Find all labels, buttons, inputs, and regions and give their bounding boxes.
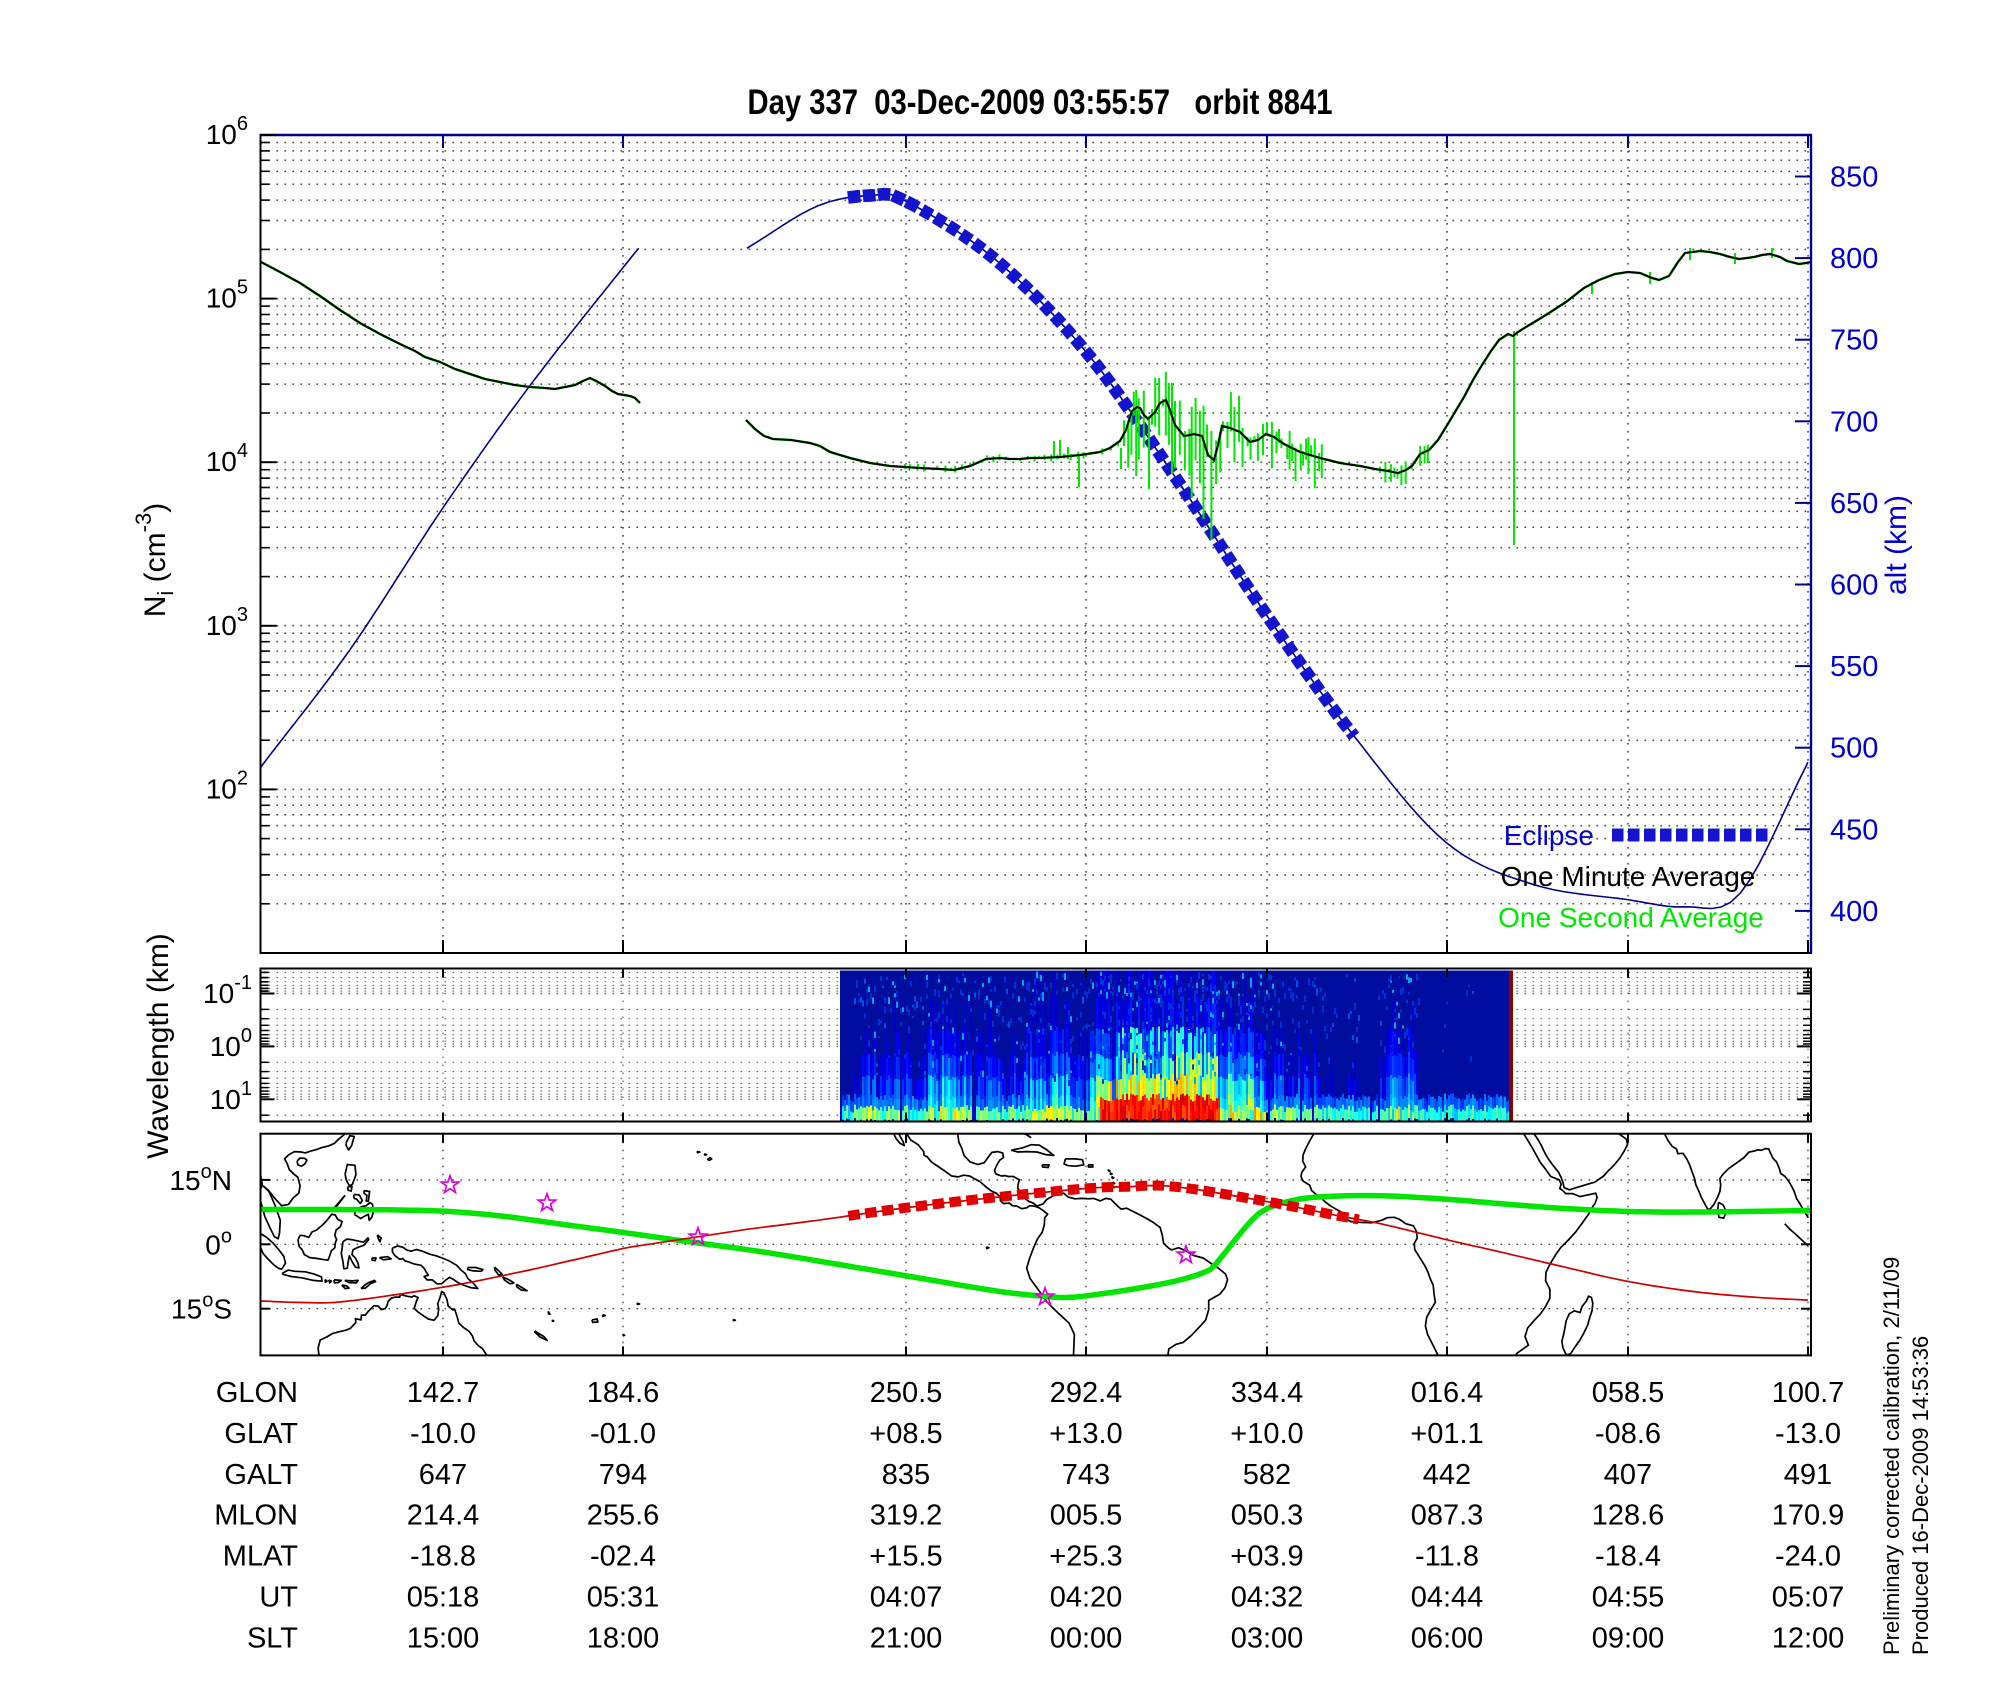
svg-text:03:00: 03:00 (1231, 1622, 1304, 1654)
svg-text:491: 491 (1784, 1459, 1832, 1491)
svg-text:MLAT: MLAT (223, 1541, 298, 1573)
svg-text:319.2: 319.2 (870, 1500, 943, 1532)
svg-text:-13.0: -13.0 (1775, 1418, 1841, 1450)
svg-text:+15.5: +15.5 (869, 1541, 942, 1573)
svg-text:500: 500 (1830, 733, 1878, 765)
svg-text:+25.3: +25.3 (1049, 1541, 1122, 1573)
svg-text:GALT: GALT (224, 1459, 298, 1491)
svg-text:05:07: 05:07 (1772, 1582, 1845, 1614)
svg-text:442: 442 (1423, 1459, 1471, 1491)
svg-text:743: 743 (1062, 1459, 1110, 1491)
svg-text:214.4: 214.4 (407, 1500, 480, 1532)
svg-text:Day 337 03-Dec-2009 03:55:57: Day 337 03-Dec-2009 03:55:57 orbit 8841 (748, 83, 1333, 122)
svg-text:016.4: 016.4 (1411, 1377, 1484, 1409)
svg-text:100.7: 100.7 (1772, 1377, 1845, 1409)
svg-text:Wavelength (km): Wavelength (km) (142, 933, 175, 1159)
svg-text:alt (km): alt (km) (1880, 495, 1913, 595)
svg-text:04:20: 04:20 (1050, 1582, 1123, 1614)
svg-text:09:00: 09:00 (1592, 1622, 1665, 1654)
svg-text:292.4: 292.4 (1050, 1377, 1123, 1409)
svg-text:794: 794 (599, 1459, 647, 1491)
svg-text:GLAT: GLAT (224, 1418, 298, 1450)
svg-text:647: 647 (419, 1459, 467, 1491)
svg-text:+10.0: +10.0 (1230, 1418, 1303, 1450)
svg-text:-08.6: -08.6 (1595, 1418, 1661, 1450)
svg-text:005.5: 005.5 (1050, 1500, 1123, 1532)
svg-text:-10.0: -10.0 (410, 1418, 476, 1450)
svg-text:06:00: 06:00 (1411, 1622, 1484, 1654)
svg-text:+08.5: +08.5 (869, 1418, 942, 1450)
svg-text:Eclipse: Eclipse (1504, 820, 1594, 851)
svg-text:650: 650 (1830, 488, 1878, 520)
svg-text:21:00: 21:00 (870, 1622, 943, 1654)
svg-text:700: 700 (1830, 406, 1878, 438)
svg-text:128.6: 128.6 (1592, 1500, 1665, 1532)
svg-text:-18.8: -18.8 (410, 1541, 476, 1573)
svg-text:142.7: 142.7 (407, 1377, 480, 1409)
svg-text:04:32: 04:32 (1231, 1582, 1304, 1614)
svg-text:One Minute Average: One Minute Average (1501, 861, 1756, 892)
svg-text:MLON: MLON (214, 1500, 298, 1532)
svg-text:Ni (cm-3): Ni (cm-3) (131, 503, 178, 617)
svg-text:-01.0: -01.0 (590, 1418, 656, 1450)
svg-text:600: 600 (1830, 570, 1878, 602)
svg-text:334.4: 334.4 (1231, 1377, 1304, 1409)
svg-text:05:18: 05:18 (407, 1582, 480, 1614)
svg-text:-18.4: -18.4 (1595, 1541, 1661, 1573)
svg-text:582: 582 (1243, 1459, 1291, 1491)
svg-text:Preliminary corrected calibrat: Preliminary corrected calibration, 2/11/… (1879, 1257, 1904, 1655)
svg-text:850: 850 (1830, 162, 1878, 194)
svg-text:00:00: 00:00 (1050, 1622, 1123, 1654)
svg-text:170.9: 170.9 (1772, 1500, 1845, 1532)
svg-text:255.6: 255.6 (587, 1500, 660, 1532)
svg-text:835: 835 (882, 1459, 930, 1491)
svg-text:184.6: 184.6 (587, 1377, 660, 1409)
svg-text:550: 550 (1830, 651, 1878, 683)
svg-text:450: 450 (1830, 814, 1878, 846)
svg-text:15oS: 15oS (171, 1290, 232, 1325)
svg-text:04:44: 04:44 (1411, 1582, 1484, 1614)
svg-text:800: 800 (1830, 243, 1878, 275)
svg-text:-11.8: -11.8 (1415, 1541, 1479, 1573)
svg-text:087.3: 087.3 (1411, 1500, 1484, 1532)
svg-text:-24.0: -24.0 (1775, 1541, 1841, 1573)
svg-text:SLT: SLT (247, 1622, 298, 1654)
svg-text:+03.9: +03.9 (1230, 1541, 1303, 1573)
svg-text:250.5: 250.5 (870, 1377, 943, 1409)
svg-text:Produced 16-Dec-2009 14:53:36: Produced 16-Dec-2009 14:53:36 (1908, 1336, 1933, 1655)
svg-text:+13.0: +13.0 (1049, 1418, 1122, 1450)
svg-text:04:55: 04:55 (1592, 1582, 1665, 1614)
svg-text:407: 407 (1604, 1459, 1652, 1491)
svg-text:UT: UT (259, 1582, 298, 1614)
svg-text:050.3: 050.3 (1231, 1500, 1304, 1532)
svg-text:400: 400 (1830, 896, 1878, 928)
svg-text:One Second Average: One Second Average (1498, 902, 1764, 933)
svg-text:15:00: 15:00 (407, 1622, 480, 1654)
svg-text:GLON: GLON (216, 1377, 298, 1409)
svg-text:12:00: 12:00 (1772, 1622, 1845, 1654)
svg-text:05:31: 05:31 (587, 1582, 660, 1614)
svg-text:-02.4: -02.4 (590, 1541, 656, 1573)
svg-text:04:07: 04:07 (870, 1582, 943, 1614)
svg-text:+01.1: +01.1 (1410, 1418, 1483, 1450)
svg-text:750: 750 (1830, 325, 1878, 357)
svg-text:18:00: 18:00 (587, 1622, 660, 1654)
svg-text:058.5: 058.5 (1592, 1377, 1665, 1409)
